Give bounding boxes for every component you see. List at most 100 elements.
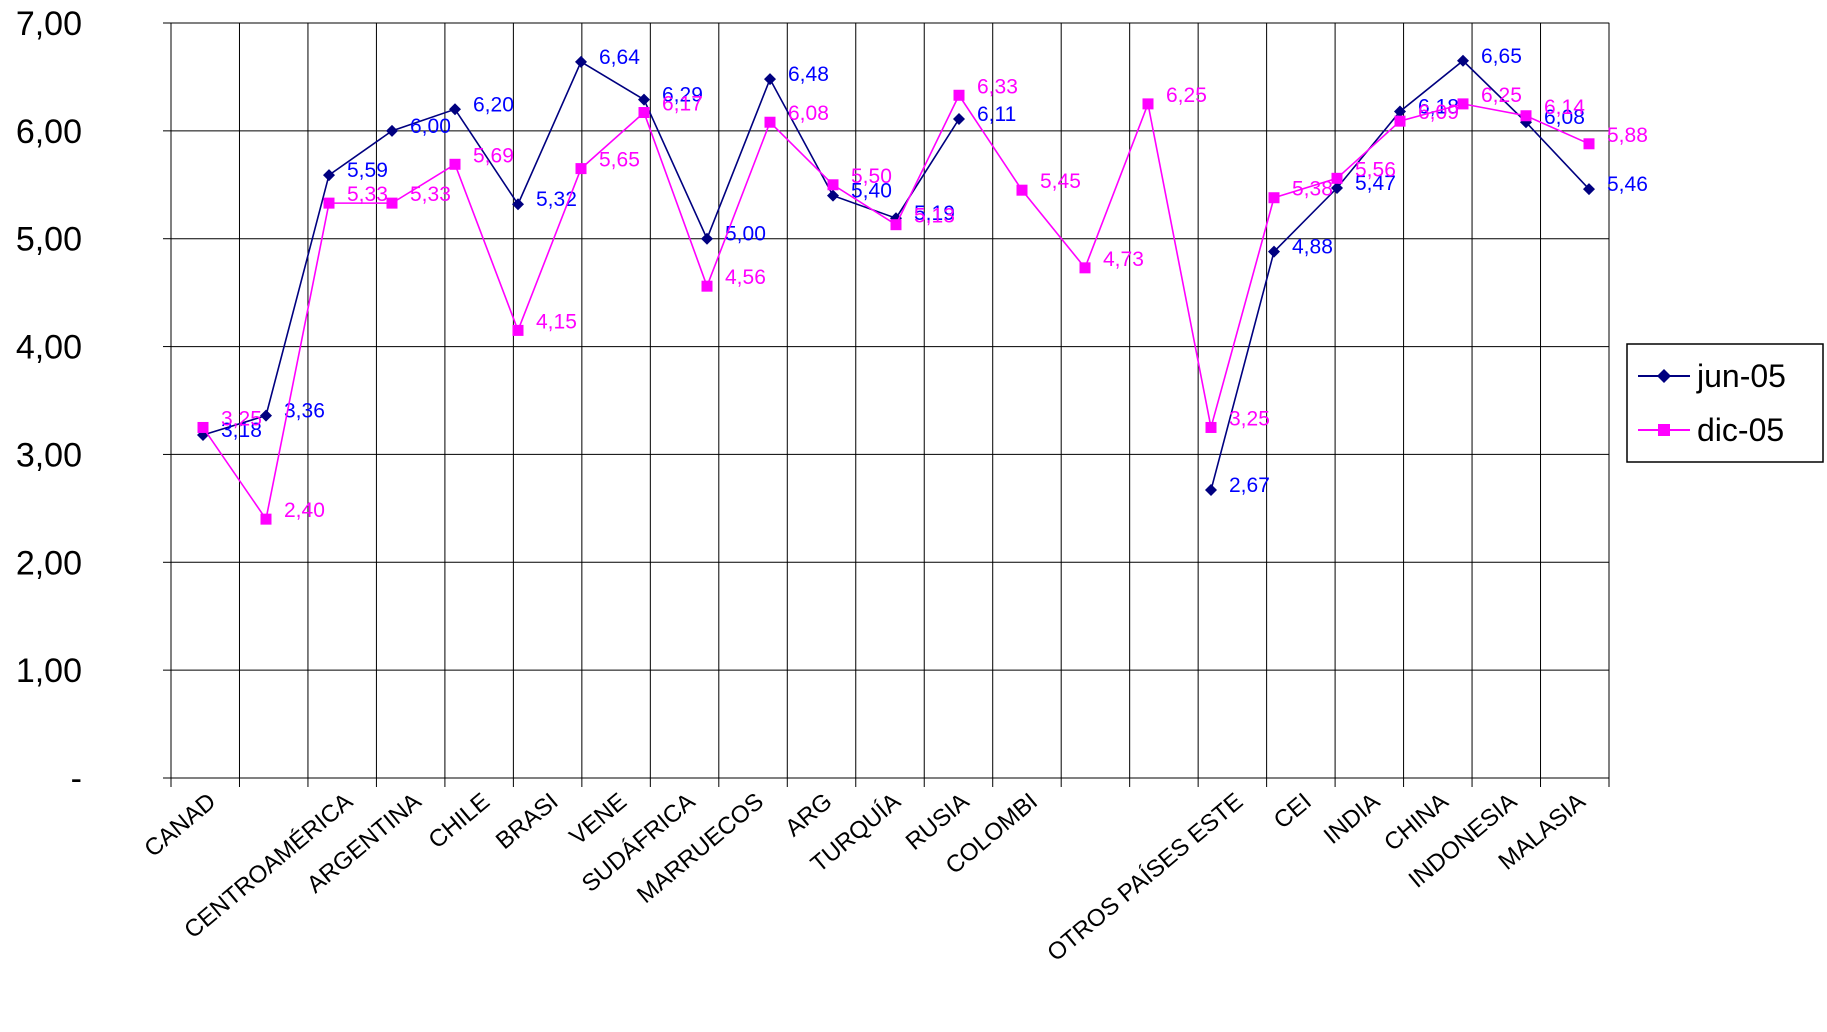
- legend-item-dic-05: dic-05: [1638, 412, 1784, 448]
- data-label-dic-05: 4,15: [536, 310, 577, 333]
- data-label-jun-05: 3,18: [221, 419, 262, 442]
- x-tick-label: CEI: [1269, 788, 1317, 834]
- data-label-dic-05: 6,14: [1544, 96, 1585, 119]
- data-label-dic-05: 5,65: [599, 149, 640, 172]
- data-label-jun-05: 6,29: [662, 84, 703, 107]
- point-jun-05: [827, 189, 839, 202]
- data-label-jun-05: 6,08: [1544, 106, 1585, 129]
- data-label-jun-05: 5,00: [725, 223, 766, 246]
- point-jun-05: [323, 169, 335, 182]
- point-dic-05: [1079, 262, 1091, 274]
- y-axis: - 1,00 2,00 3,00 4,00 5,00 6,00 7,00: [16, 5, 171, 798]
- point-dic-05: [197, 421, 209, 433]
- data-label-dic-05: 3,25: [1229, 407, 1270, 430]
- data-label-dic-05: 6,08: [788, 102, 829, 125]
- y-tick-label: 4,00: [16, 329, 82, 367]
- x-tick-label: OTROS PAÍSES ESTE: [1042, 788, 1248, 967]
- point-jun-05: [1268, 245, 1280, 258]
- point-dic-05: [1016, 184, 1028, 196]
- y-tick-label: 7,00: [16, 5, 82, 43]
- y-tick-label: 5,00: [16, 221, 82, 259]
- data-label-jun-05: 6,64: [599, 46, 640, 69]
- data-label-dic-05: 6,33: [977, 75, 1018, 98]
- point-jun-05: [260, 409, 272, 422]
- series-dic-05: 3,25 2,40 5,33 5,33 5,69 4,15 5,65 6,17 4,56 6,08…: [197, 75, 1648, 525]
- legend-marker-jun-05: [1657, 369, 1671, 383]
- point-dic-05: [449, 158, 461, 170]
- x-tick-label: CHILE: [423, 788, 495, 854]
- data-label-dic-05: 5,38: [1292, 178, 1333, 201]
- data-label-dic-05: 4,56: [725, 266, 766, 289]
- plot-area-frame: [170, 22, 1610, 779]
- data-label-dic-05: 5,50: [851, 165, 892, 188]
- point-jun-05: [512, 198, 524, 211]
- data-label-jun-05: 5,47: [1355, 172, 1396, 195]
- data-label-dic-05: 6,09: [1418, 101, 1459, 124]
- y-tick-label: 3,00: [16, 436, 82, 474]
- point-jun-05: [638, 93, 650, 106]
- point-jun-05: [575, 55, 587, 68]
- x-tick-label: BRASI: [491, 788, 564, 855]
- point-jun-05: [953, 112, 965, 125]
- point-dic-05: [1394, 115, 1406, 127]
- data-label-jun-05: 3,36: [284, 400, 325, 423]
- legend-item-jun-05: jun-05: [1638, 358, 1786, 394]
- data-label-dic-05: 5,69: [473, 144, 514, 167]
- point-jun-05: [386, 124, 398, 137]
- data-label-jun-05: 5,59: [347, 159, 388, 182]
- data-label-jun-05: 6,48: [788, 63, 829, 86]
- point-jun-05: [1583, 183, 1595, 196]
- point-dic-05: [1457, 98, 1469, 110]
- data-label-dic-05: 6,25: [1481, 84, 1522, 107]
- series-line-jun-05: [202, 60, 960, 436]
- point-jun-05: [1457, 54, 1469, 67]
- point-dic-05: [323, 197, 335, 209]
- data-label-jun-05: 5,32: [536, 188, 577, 211]
- point-dic-05: [1268, 192, 1280, 204]
- point-dic-05: [260, 513, 272, 525]
- point-dic-05: [1331, 172, 1343, 184]
- y-tick-label: 1,00: [16, 652, 82, 690]
- data-label-dic-05: 5,45: [1040, 170, 1081, 193]
- x-tick-label: INDIA: [1319, 788, 1385, 850]
- point-dic-05: [386, 197, 398, 209]
- point-dic-05: [890, 219, 902, 231]
- legend: jun-05 dic-05: [1626, 343, 1824, 463]
- data-label-jun-05: 5,40: [851, 180, 892, 203]
- data-label-dic-05: 5,56: [1355, 158, 1396, 181]
- point-dic-05: [512, 324, 524, 336]
- x-tick-label: CANAD: [139, 788, 221, 863]
- point-jun-05: [1331, 182, 1343, 195]
- data-label-dic-05: 4,73: [1103, 248, 1144, 271]
- point-dic-05: [1583, 138, 1595, 150]
- y-tick-label: 2,00: [16, 544, 82, 582]
- legend-label-dic-05: dic-05: [1697, 412, 1784, 448]
- data-label-jun-05: 6,20: [473, 93, 514, 116]
- point-dic-05: [575, 163, 587, 175]
- y-tick-label: 6,00: [16, 113, 82, 151]
- x-tick-label: ARG: [780, 788, 837, 842]
- data-label-dic-05: 6,17: [662, 93, 703, 116]
- point-jun-05: [701, 232, 713, 245]
- series-jun-05: 3,18 3,36 5,59 6,00 6,20 5,32 6,64 6,29 5,00 6,48…: [197, 45, 1648, 497]
- data-label-dic-05: 5,13: [914, 205, 955, 228]
- point-dic-05: [827, 179, 839, 191]
- point-dic-05: [638, 107, 650, 119]
- point-jun-05: [1394, 105, 1406, 118]
- point-dic-05: [1142, 98, 1154, 110]
- legend-marker-dic-05: [1658, 424, 1670, 436]
- data-label-dic-05: 5,33: [347, 183, 388, 206]
- data-label-jun-05: 4,88: [1292, 236, 1333, 259]
- data-label-jun-05: 6,00: [410, 115, 451, 138]
- data-label-dic-05: 6,25: [1166, 84, 1207, 107]
- point-jun-05: [764, 73, 776, 86]
- point-dic-05: [1520, 110, 1532, 122]
- point-dic-05: [701, 280, 713, 292]
- grid: [170, 22, 1610, 779]
- data-label-jun-05: 5,19: [914, 202, 955, 225]
- data-label-dic-05: 5,33: [410, 183, 451, 206]
- series-layer: 3,18 3,36 5,59 6,00 6,20 5,32 6,64 6,29 5,00 6,48…: [197, 45, 1648, 525]
- legend-box: [1626, 343, 1824, 463]
